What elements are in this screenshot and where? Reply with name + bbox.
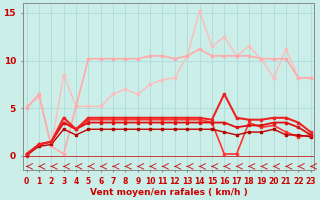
X-axis label: Vent moyen/en rafales ( km/h ): Vent moyen/en rafales ( km/h ) — [90, 188, 248, 197]
